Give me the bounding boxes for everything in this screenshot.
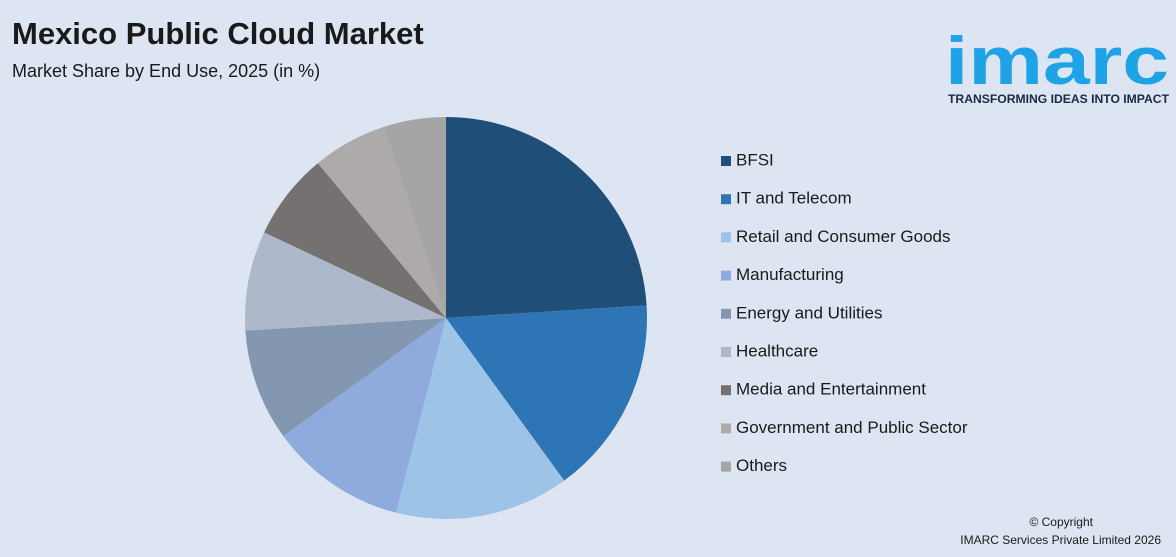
legend-label: Government and Public Sector bbox=[736, 418, 968, 437]
legend-swatch bbox=[721, 347, 731, 357]
pie-slice bbox=[396, 318, 565, 519]
legend-swatch bbox=[721, 194, 731, 205]
legend: BFSI IT and Telecom Retail and Consumer Go… bbox=[721, 150, 968, 475]
pie-slice bbox=[383, 117, 446, 318]
logo-tagline: TRANSFORMING IDEAS INTO IMPACT bbox=[948, 94, 1169, 106]
pie-slice bbox=[244, 232, 446, 331]
legend-label: BFSI bbox=[736, 150, 774, 169]
pie-slice bbox=[245, 318, 446, 437]
legend-label: Manufacturing bbox=[736, 265, 844, 284]
copyright: © Copyright bbox=[1029, 515, 1093, 529]
legend-label: Media and Entertainment bbox=[736, 380, 926, 399]
pie bbox=[244, 117, 648, 519]
legend-swatch bbox=[721, 385, 731, 396]
legend-swatch bbox=[721, 423, 731, 434]
legend-label: Healthcare bbox=[736, 341, 818, 360]
legend-swatch bbox=[721, 308, 731, 319]
logo: imarc bbox=[945, 23, 1169, 99]
copyright-company: IMARC Services Private Limited 2026 bbox=[960, 533, 1161, 547]
legend-swatch bbox=[721, 232, 731, 243]
chart-subtitle: Market Share by End Use, 2025 (in %) bbox=[12, 61, 320, 81]
chart-title: Mexico Public Cloud Market bbox=[12, 16, 424, 51]
legend-label: Retail and Consumer Goods bbox=[736, 227, 951, 246]
pie-slice bbox=[446, 117, 647, 318]
legend-label: Energy and Utilities bbox=[736, 303, 882, 322]
pie-slice bbox=[283, 318, 446, 513]
legend-swatch bbox=[721, 461, 731, 472]
pie-slice bbox=[317, 126, 446, 318]
pie-slice bbox=[446, 305, 648, 481]
legend-label: Others bbox=[736, 456, 787, 475]
legend-swatch bbox=[721, 156, 731, 166]
pie-slice bbox=[264, 163, 446, 318]
legend-swatch bbox=[721, 270, 731, 281]
legend-label: IT and Telecom bbox=[736, 189, 852, 208]
